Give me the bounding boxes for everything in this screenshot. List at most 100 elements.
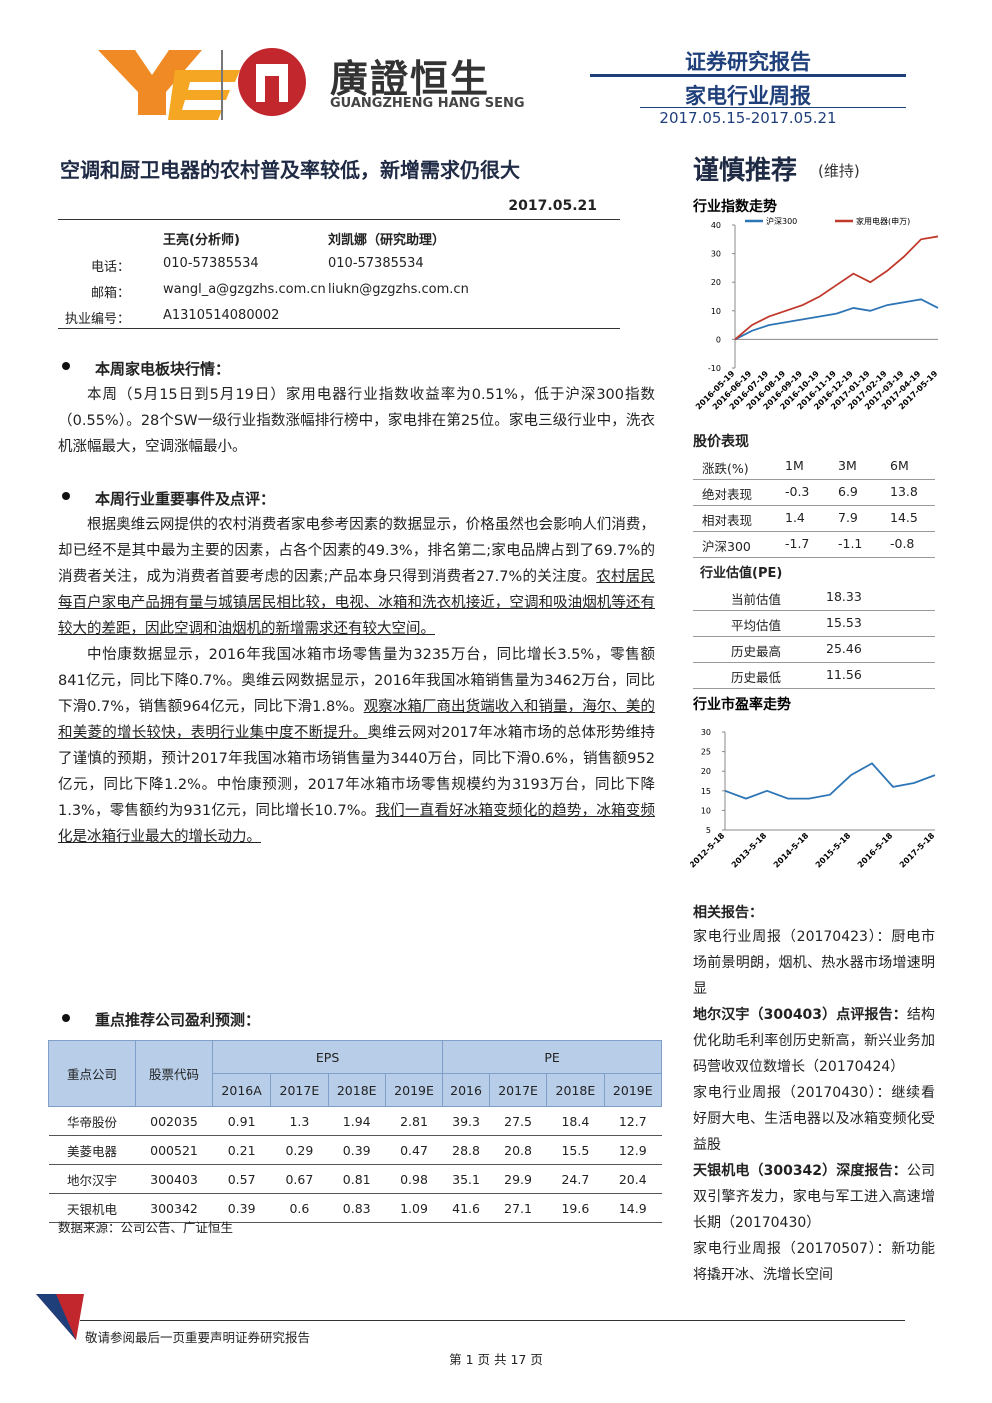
report-date: 2017.05.21 — [508, 198, 597, 214]
chart-title: 行业指数走势 — [692, 198, 777, 215]
perf-cell: -1.7 — [785, 536, 810, 551]
table-cell: 12.7 — [604, 1106, 662, 1136]
table-row: 地尔汉宇 300403 0.57 0.67 0.81 0.98 35.1 29.9 24.7 20… — [48, 1164, 662, 1194]
table-cell: 0.83 — [328, 1193, 386, 1223]
table-cell: 0.47 — [385, 1135, 443, 1165]
legend-label: 沪深300 — [766, 216, 797, 226]
perf-cell: 1.4 — [785, 510, 805, 525]
table-cell: 20.4 — [604, 1164, 662, 1194]
row-rule — [693, 688, 935, 689]
text-run: 家电行业周报（20170430）：继续看好厨大电、生活电器以及冰箱变频化受益股 — [693, 1085, 935, 1153]
paragraph: 本周（5月15日到5月19日）家用电器行业指数收益率为0.51%，低于沪深300… — [58, 382, 655, 460]
y-tick-label: 30 — [701, 728, 711, 737]
report-type: 证券研究报告 — [685, 50, 811, 74]
logo-door — [265, 76, 279, 102]
footer-rule — [80, 1320, 905, 1321]
header-cell: 股票代码 — [135, 1040, 213, 1107]
analyst-name: 刘凯娜（研究助理） — [328, 233, 446, 248]
table-cell: 0.81 — [328, 1164, 386, 1194]
table-cell: 1.3 — [270, 1106, 329, 1136]
row-rule — [693, 557, 935, 558]
table-cell: 24.7 — [546, 1164, 605, 1194]
table-cell: 0.21 — [212, 1135, 271, 1165]
y-tick-label: 30 — [711, 250, 721, 259]
rule — [58, 219, 620, 220]
bullet — [62, 362, 70, 370]
related-item: 家电行业周报（20170430）：继续看好厨大电、生活电器以及冰箱变频化受益股 — [693, 1080, 935, 1158]
sidebar-heading: 行业估值(PE) — [700, 566, 783, 581]
perf-cell: 绝对表现 — [702, 487, 753, 502]
table-cell: 39.3 — [442, 1106, 490, 1136]
table-cell: 0.91 — [212, 1106, 271, 1136]
text-run: 地尔汉宇（300403）点评报告： — [693, 1007, 907, 1023]
contact-value: 010-57385534 — [328, 256, 424, 271]
y-tick-label: 10 — [701, 806, 711, 815]
data-line — [724, 762, 936, 800]
x-tick-label: 2013-5-18 — [730, 831, 769, 870]
table-cell: 天银机电 — [48, 1193, 136, 1223]
table-row: 华帝股份 002035 0.91 1.3 1.94 2.81 39.3 27.5 18.4 12.… — [48, 1106, 662, 1136]
rule — [590, 74, 906, 77]
logo-en: GUANGZHENG HANG SENG — [330, 96, 525, 111]
table-cell: 0.6 — [270, 1193, 329, 1223]
header-cell: 2016 — [442, 1073, 490, 1107]
header-cell: 重点公司 — [48, 1040, 136, 1107]
section-heading: 本周家电板块行情： — [95, 360, 231, 378]
table-cell: 地尔汉宇 — [48, 1164, 136, 1194]
text-run: 天银机电（300342）深度报告： — [693, 1163, 907, 1179]
logo-y — [98, 50, 202, 115]
valuation-label: 历史最高 — [731, 644, 782, 659]
text-run: 中怡康数据显示，2016年我国冰箱市场零售量为3235万台，同比增长3.5%，零… — [58, 647, 655, 715]
table-cell: 华帝股份 — [48, 1106, 136, 1136]
data-line — [734, 298, 939, 341]
header-cell: PE — [442, 1040, 662, 1074]
table-cell: 28.8 — [442, 1135, 490, 1165]
perf-cell: 相对表现 — [702, 513, 753, 528]
table-cell: 20.8 — [489, 1135, 547, 1165]
table-cell: 35.1 — [442, 1164, 490, 1194]
rating: 谨慎推荐 — [693, 156, 798, 186]
perf-cell: 涨跌(%) — [702, 461, 749, 476]
header-cell: EPS — [211, 1040, 444, 1074]
perf-cell: 13.8 — [890, 484, 918, 499]
table-cell: 0.39 — [212, 1193, 271, 1223]
contact-value: wangl_a@gzgzhs.com.cn — [163, 282, 326, 297]
text-run: 奥维云网对2017年冰箱市场的总体形势维持了谨慎的预期，预计2017年我国冰箱市… — [58, 725, 655, 819]
perf-cell: 1M — [785, 458, 804, 473]
x-tick-label: 2016-5-18 — [856, 831, 895, 870]
valuation-label: 历史最低 — [731, 670, 782, 685]
y-tick-label: -10 — [708, 364, 721, 373]
text-run: 家电行业周报（20170423）：厨电市场前景明朗，烟机、热水器市场增速明显 — [693, 929, 935, 997]
header-cell: 2018E — [546, 1073, 605, 1107]
table-cell: 美菱电器 — [48, 1135, 136, 1165]
table-cell: 0.57 — [212, 1164, 271, 1194]
table-cell: 1.94 — [328, 1106, 386, 1136]
table-cell: 300403 — [135, 1164, 213, 1194]
text-run: 观察冰箱厂商出货端收入和销量，海尔、美的和美菱的增长较快，表明行业集中度不断提升… — [58, 699, 656, 741]
chart: 行业指数走势-100102030402016-05-192016-06-1920… — [692, 198, 940, 412]
table-cell: 300342 — [135, 1193, 213, 1223]
text-run: 农村居民每百户家电产品拥有量与城镇居民相比较，电视、冰箱和洗衣机接近，空调和吸油… — [58, 569, 656, 637]
table-cell: 27.5 — [489, 1106, 547, 1136]
sidebar-heading: 股价表现 — [693, 434, 749, 450]
perf-cell: 14.5 — [890, 510, 918, 525]
y-tick-label: 10 — [711, 307, 721, 316]
forecast-table: 重点公司 股票代码 EPS PE 2016A 2017E 2018E 2019E 2016 201… — [48, 1040, 663, 1223]
y-tick-label: 15 — [701, 787, 711, 796]
y-tick-label: 20 — [711, 278, 721, 287]
valuation-label: 平均估值 — [731, 618, 782, 633]
header-cell: 2016A — [211, 1073, 272, 1107]
report-period: 2017.05.15-2017.05.21 — [659, 109, 837, 127]
table-cell: 41.6 — [442, 1193, 490, 1223]
valuation-label: 当前估值 — [731, 592, 782, 607]
row-rule — [693, 479, 935, 480]
table-cell: 002035 — [135, 1106, 213, 1136]
y-tick-label: 25 — [701, 748, 711, 757]
perf-cell: 6M — [890, 458, 909, 473]
table-cell: 1.09 — [385, 1193, 443, 1223]
chart-title: 行业市盈率走势 — [692, 696, 791, 713]
contact-label: 电话： — [90, 260, 130, 275]
data-line — [734, 235, 939, 341]
contact-value: liukn@gzgzhs.com.cn — [328, 282, 469, 297]
